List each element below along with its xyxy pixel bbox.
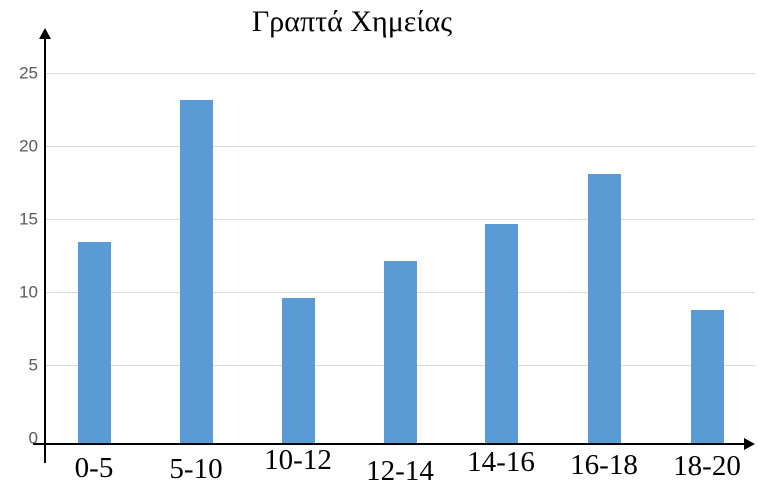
gridline-15: [45, 219, 755, 220]
bar-18-20: [690, 310, 724, 443]
bar-12-14: [383, 261, 417, 443]
bar-16-18: [587, 174, 621, 443]
y-tick-label-10: 10: [19, 282, 38, 302]
y-tick-label-0: 0: [28, 428, 38, 448]
bar-0-5: [77, 242, 111, 443]
gridline-20: [45, 146, 755, 147]
x-tick-label-16-18: 16-18: [570, 449, 638, 481]
y-axis-arrow-icon: [39, 28, 51, 39]
bar-10-12: [281, 298, 315, 443]
x-tick-label-14-16: 14-16: [467, 446, 535, 478]
gridline-25: [45, 73, 755, 74]
x-tick-label-0-5: 0-5: [74, 452, 114, 484]
y-tick-label-20: 20: [19, 136, 38, 156]
x-tick-label-12-14: 12-14: [366, 455, 434, 487]
y-tick-label-25: 25: [19, 63, 38, 83]
bar-5-10: [179, 100, 213, 443]
x-tick-label-10-12: 10-12: [264, 444, 332, 476]
y-tick-label-15: 15: [19, 209, 38, 229]
y-axis-line: [44, 38, 46, 463]
chart-title: Γραπτά Χημείας: [251, 5, 453, 38]
x-axis-line: [33, 443, 745, 445]
x-axis-arrow-icon: [744, 438, 755, 450]
x-tick-label-18-20: 18-20: [673, 450, 741, 482]
x-tick-label-5-10: 5-10: [169, 453, 223, 485]
bar-14-16: [484, 224, 518, 443]
y-tick-label-5: 5: [28, 355, 38, 375]
